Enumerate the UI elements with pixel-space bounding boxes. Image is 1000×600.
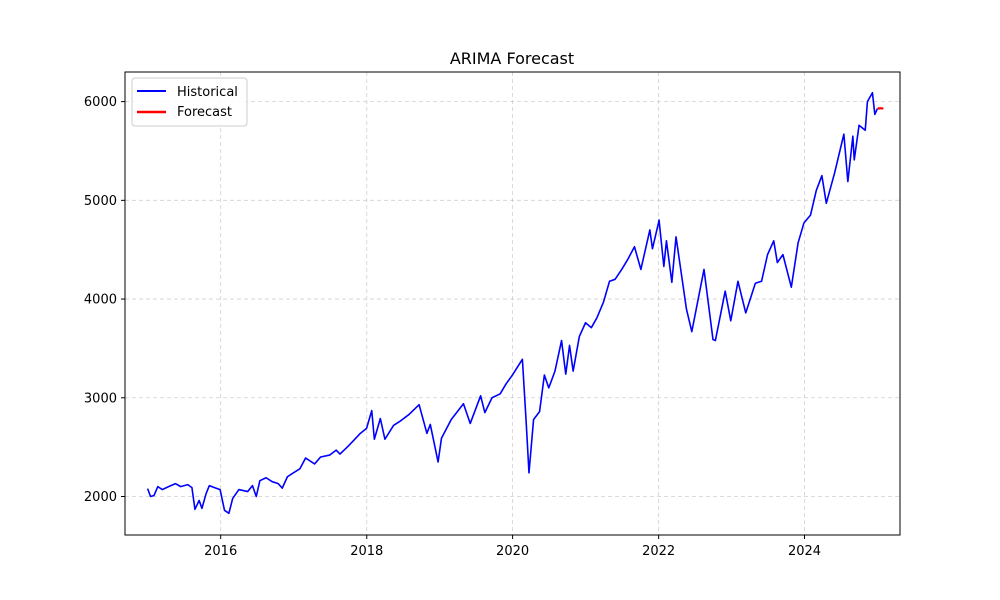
y-tick-label: 6000 <box>84 95 117 110</box>
series-lines <box>146 91 884 515</box>
grid-lines <box>125 72 900 535</box>
series-line-historical <box>146 91 879 515</box>
y-tick-label: 5000 <box>84 194 117 209</box>
x-tick-label: 2016 <box>204 544 237 559</box>
y-tick-label: 3000 <box>84 391 117 406</box>
series-line-forecast <box>877 106 884 110</box>
legend: Historical Forecast <box>131 77 248 127</box>
legend-label-forecast: Forecast <box>177 105 232 120</box>
y-tick-label: 4000 <box>84 293 117 308</box>
y-tick-label: 2000 <box>84 490 117 505</box>
legend-label-historical: Historical <box>177 85 238 100</box>
x-tick-label: 2018 <box>350 544 383 559</box>
chart-title: ARIMA Forecast <box>450 49 574 68</box>
x-tick-label: 2022 <box>642 544 675 559</box>
x-tick-label: 2020 <box>496 544 529 559</box>
x-tick-label: 2024 <box>788 544 821 559</box>
axis-ticks: 2016 2018 2020 2022 2024 2000 3000 4000 5000 6000 <box>84 95 821 559</box>
